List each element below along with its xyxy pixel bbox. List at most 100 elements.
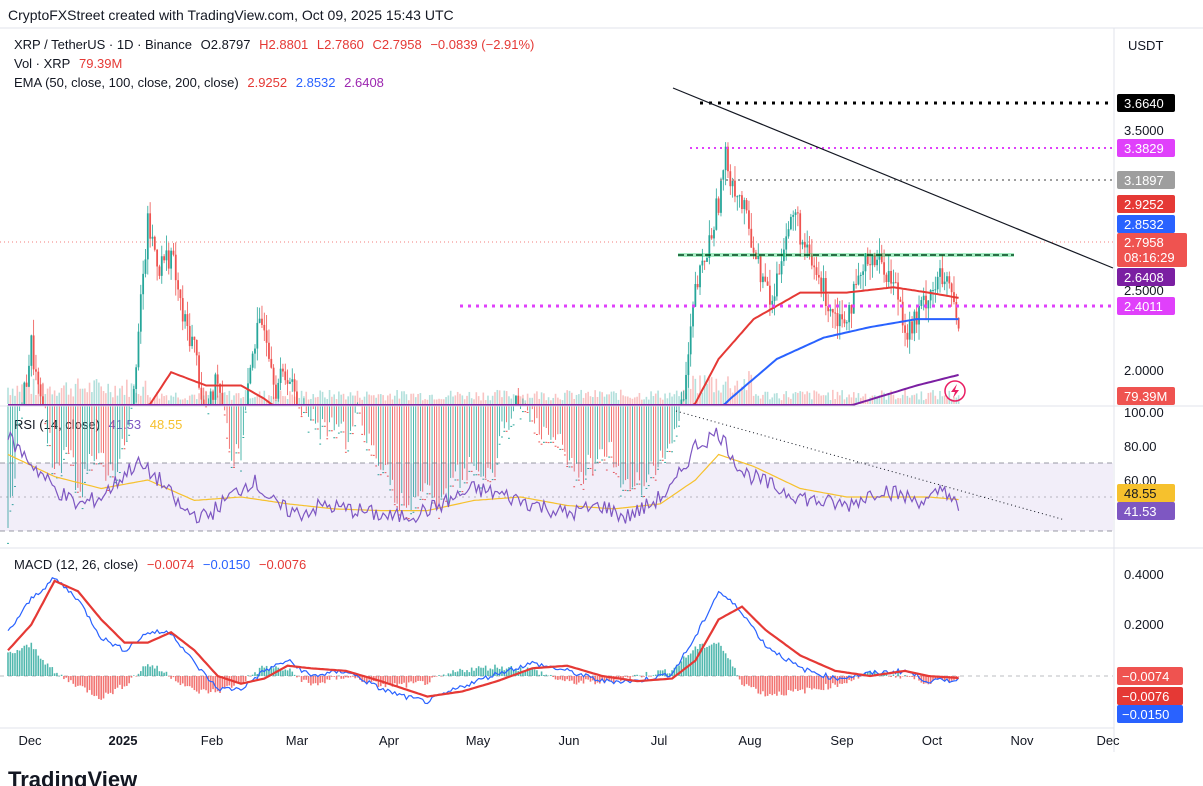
candle-body xyxy=(794,212,797,215)
macd-hist-bar xyxy=(393,676,396,684)
rsi-label[interactable]: RSI (14, close) xyxy=(14,417,100,432)
volume-bar xyxy=(496,389,499,404)
macd-hist-bar xyxy=(438,675,440,676)
macd-label[interactable]: MACD (12, 26, close) xyxy=(14,557,139,572)
candle-body xyxy=(829,309,832,312)
candle-body xyxy=(88,469,91,471)
candle-body xyxy=(433,502,436,504)
macd-hist-bar xyxy=(72,676,75,684)
candle-body xyxy=(522,411,524,413)
macd-hist-bar xyxy=(892,674,895,676)
volume-bar xyxy=(524,400,527,404)
macd-hist-bar xyxy=(820,676,822,690)
candle-body xyxy=(573,486,576,488)
macd-hist-bar xyxy=(39,658,42,676)
badge-macd-hist xyxy=(1117,667,1183,685)
candle-body xyxy=(426,493,429,495)
ema-label[interactable]: EMA (50, close, 100, close, 200, close) xyxy=(14,75,239,90)
candle-body xyxy=(843,319,846,324)
volume-bar xyxy=(839,395,841,404)
candle-body xyxy=(23,382,26,405)
macd-hist-bar xyxy=(200,676,203,690)
volume-bar xyxy=(722,384,725,404)
macd-hist-bar xyxy=(822,676,825,691)
macd-hist-bar xyxy=(811,676,813,690)
low-value: L2.7860 xyxy=(316,37,364,52)
macd-hist-bar xyxy=(692,650,694,676)
volume-bar xyxy=(610,391,613,404)
candle-body xyxy=(56,477,58,479)
macd-hist-bar xyxy=(35,649,37,676)
macd-hist-bar xyxy=(638,675,641,677)
macd-hist-bar xyxy=(177,676,179,683)
macd-hist-bar xyxy=(380,676,382,687)
candle-body xyxy=(547,442,550,444)
candle-body xyxy=(908,321,911,340)
candle-body xyxy=(198,355,200,388)
macd-hist-bar xyxy=(734,667,736,676)
rsi-value: 41.53 xyxy=(108,417,142,432)
volume-bar xyxy=(596,396,599,404)
candle-body xyxy=(417,507,419,509)
candle-body xyxy=(603,459,606,461)
macd-hist-bar xyxy=(181,676,184,684)
candle-body xyxy=(142,273,145,295)
macd-hist-bar xyxy=(508,667,510,676)
volume-bar xyxy=(354,395,356,404)
rsi-ma-line xyxy=(7,453,959,512)
candle-body xyxy=(67,452,70,454)
macd-hist-bar xyxy=(505,668,508,676)
macd-hist-bar xyxy=(149,666,151,676)
volume-bar xyxy=(680,392,683,404)
candle-body xyxy=(745,200,748,211)
macd-hist-bar xyxy=(496,667,499,676)
macd-hist-bar xyxy=(86,676,89,693)
macd-hist-bar xyxy=(650,676,652,677)
volume-bar xyxy=(242,396,245,404)
volume-bar xyxy=(561,400,564,404)
volume-bar xyxy=(741,386,743,404)
macd-hist-bar xyxy=(873,670,876,676)
symbol-label[interactable]: XRP / TetherUS · 1D · Binance xyxy=(14,37,192,52)
macd-hist-bar xyxy=(955,676,958,680)
macd-hist-bar xyxy=(866,671,869,676)
macd-hist-bar xyxy=(850,676,853,682)
candle-body xyxy=(9,510,12,512)
macd-hist-bar xyxy=(871,674,874,676)
volume-bar xyxy=(813,390,815,404)
volume-bar xyxy=(400,391,403,404)
candle-body xyxy=(14,485,16,487)
macd-hist-bar xyxy=(925,676,927,684)
candle-body xyxy=(114,482,117,484)
macd-hist-bar xyxy=(400,676,403,685)
volume-bar xyxy=(892,394,895,404)
volume-bar xyxy=(745,390,748,404)
macd-hist-bar xyxy=(759,676,762,695)
volume-bar xyxy=(857,393,860,404)
volume-bar xyxy=(950,398,953,404)
badge-2.4011-text: 2.4011 xyxy=(1124,299,1163,314)
volume-bar xyxy=(202,395,205,404)
volume-bar xyxy=(773,393,776,404)
candle-body xyxy=(652,477,655,479)
candle-body xyxy=(857,275,860,285)
macd-hist-bar xyxy=(813,676,815,689)
macd-hist-bar xyxy=(70,676,72,681)
volume-bar xyxy=(156,391,158,404)
macd-hist-bar xyxy=(163,672,165,676)
candle-body xyxy=(209,391,212,405)
volume-label[interactable]: Vol · XRP xyxy=(14,56,71,71)
badge-macd-hist-text: −0.0074 xyxy=(1122,669,1169,684)
macd-hist-bar xyxy=(454,672,457,676)
macd-hist-bar xyxy=(340,676,342,679)
candle-body xyxy=(922,295,925,301)
volume-bar xyxy=(207,395,210,404)
candle-body xyxy=(435,508,438,510)
candle-body xyxy=(480,487,482,489)
volume-bar xyxy=(533,393,536,404)
candle-body xyxy=(179,289,182,299)
candle-body xyxy=(617,476,620,478)
candle-body xyxy=(473,474,475,476)
volume-bar xyxy=(70,388,72,404)
